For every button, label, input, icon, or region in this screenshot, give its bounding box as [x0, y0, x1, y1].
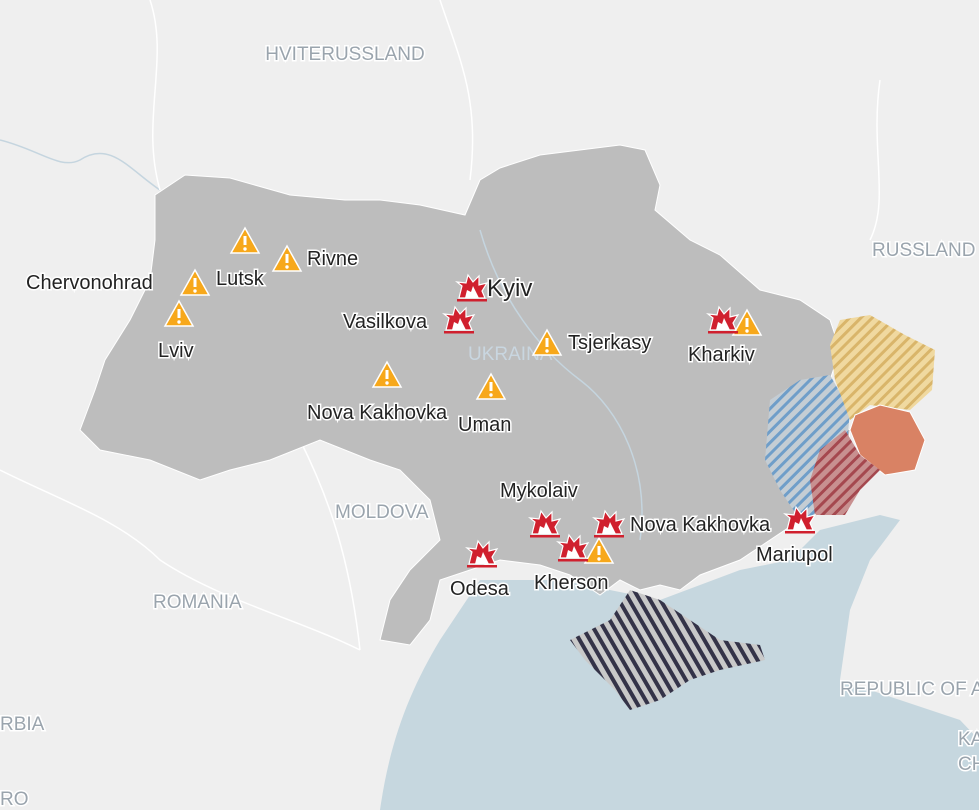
country-label: MOLDOVA [335, 502, 429, 523]
city-label: Lviv [158, 340, 194, 362]
crimea [570, 590, 765, 710]
country-label: RO [0, 789, 29, 810]
city-label: Odesa [450, 578, 510, 600]
occupied-zone [810, 430, 880, 515]
country-label: UKRAINA [468, 344, 553, 365]
ukraine [79, 144, 851, 646]
country-label: KA [958, 729, 979, 750]
city-label: Uman [458, 414, 511, 436]
city-label: Chervonohrad [26, 272, 153, 294]
city-label: Lutsk [216, 268, 265, 290]
city-label: Mykolaiv [500, 480, 578, 502]
city-label: Tsjerkasy [568, 332, 651, 354]
river [0, 139, 161, 191]
country-label: ROMANIA [153, 592, 242, 613]
country-label: REPUBLIC OF AD [840, 679, 979, 700]
border [0, 0, 881, 651]
country-label: RBIA [0, 714, 45, 735]
occupied-zone [849, 404, 926, 476]
occupied-zone [830, 315, 935, 420]
city-label: Rivne [307, 248, 358, 270]
city-labels: Chervonohrad Lutsk Rivne Lviv Kyiv Vasil… [25, 247, 835, 602]
city-label: Vasilkova [343, 311, 428, 333]
city-label: Kharkiv [688, 344, 755, 366]
city-label: Nova Kakhovka [307, 402, 448, 424]
river [479, 229, 643, 541]
city-label: Nova Kakhovka [630, 514, 771, 536]
city-label: Mariupol [756, 544, 833, 566]
city-label: Kherson [534, 572, 609, 594]
country-label: RUSSLAND [872, 240, 975, 261]
country-label: HVITERUSSLAND [265, 44, 424, 65]
country-label: CH [958, 754, 979, 775]
city-label: Kyiv [487, 275, 532, 302]
